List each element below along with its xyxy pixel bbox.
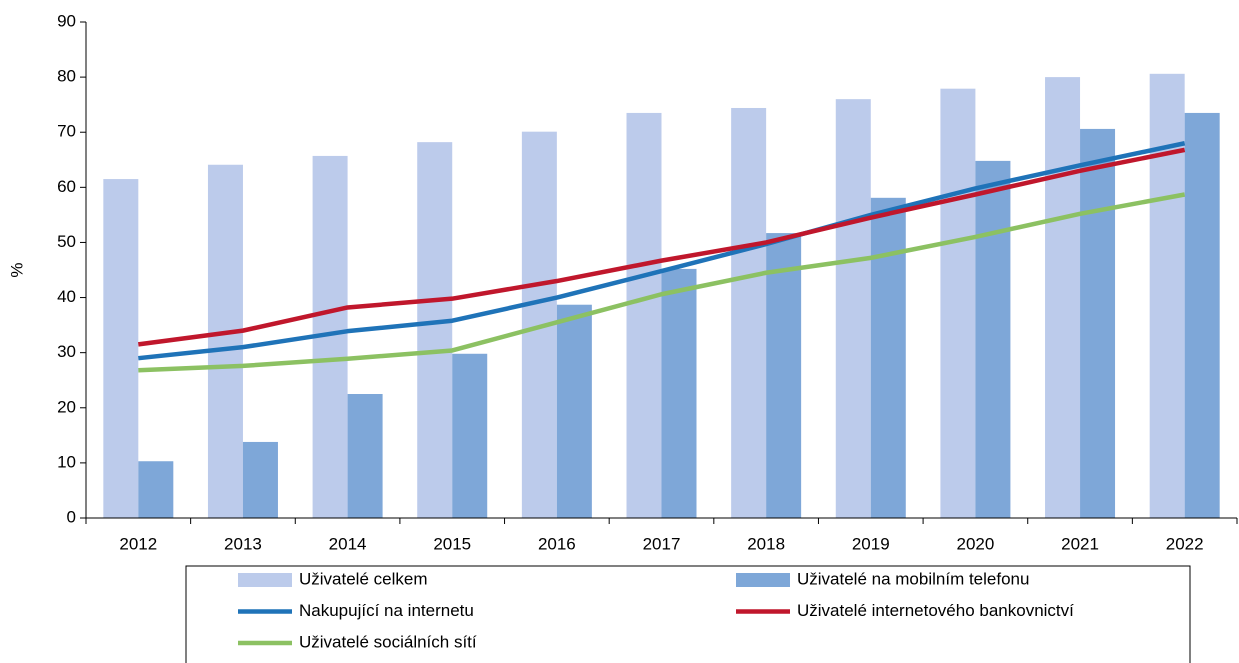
bar bbox=[556, 304, 592, 518]
bar bbox=[452, 353, 488, 518]
legend-box bbox=[185, 565, 1191, 663]
legend-label: Uživatelé sociálních sítí bbox=[299, 632, 477, 651]
x-tick-label: 2013 bbox=[224, 534, 262, 553]
bar bbox=[1184, 112, 1220, 518]
bar bbox=[975, 160, 1011, 518]
legend-swatch bbox=[736, 573, 790, 587]
bar bbox=[766, 233, 802, 518]
x-tick-label: 2019 bbox=[852, 534, 890, 553]
y-tick-label: 20 bbox=[57, 397, 76, 416]
x-tick-label: 2020 bbox=[956, 534, 994, 553]
legend-label: Uživatelé celkem bbox=[299, 569, 428, 588]
y-tick-label: 40 bbox=[57, 287, 76, 306]
y-tick-label: 50 bbox=[57, 232, 76, 251]
bar bbox=[870, 197, 906, 518]
bar bbox=[138, 461, 174, 518]
bar bbox=[417, 142, 453, 519]
line bbox=[138, 147, 1186, 347]
x-tick-label: 2021 bbox=[1061, 534, 1099, 553]
bar bbox=[103, 179, 139, 519]
y-tick-label: 10 bbox=[57, 452, 76, 471]
x-tick-label: 2022 bbox=[1166, 534, 1204, 553]
bar bbox=[242, 441, 278, 518]
x-tick-label: 2014 bbox=[329, 534, 367, 553]
bar bbox=[835, 99, 871, 519]
bar bbox=[661, 268, 697, 518]
legend-swatch bbox=[238, 573, 292, 587]
bar bbox=[940, 88, 976, 518]
x-tick-label: 2015 bbox=[433, 534, 471, 553]
x-tick-label: 2018 bbox=[747, 534, 785, 553]
y-tick-label: 30 bbox=[57, 342, 76, 361]
y-tick-label: 60 bbox=[57, 177, 76, 196]
bar bbox=[1080, 128, 1116, 518]
bar bbox=[1045, 77, 1081, 518]
bar bbox=[731, 107, 767, 519]
x-tick-label: 2016 bbox=[538, 534, 576, 553]
legend-label: Uživatelé internetového bankovnictví bbox=[797, 601, 1074, 620]
bar bbox=[626, 112, 662, 518]
bar bbox=[1149, 73, 1185, 518]
y-tick-label: 80 bbox=[57, 67, 76, 86]
y-tick-label: 0 bbox=[67, 507, 76, 526]
bar bbox=[207, 164, 243, 518]
line bbox=[138, 141, 1186, 361]
x-tick-label: 2012 bbox=[119, 534, 157, 553]
y-axis-label: % bbox=[7, 262, 26, 277]
line bbox=[138, 192, 1186, 373]
y-tick-label: 90 bbox=[57, 11, 76, 30]
x-tick-label: 2017 bbox=[643, 534, 681, 553]
legend-label: Nakupující na internetu bbox=[299, 601, 474, 620]
y-tick-label: 70 bbox=[57, 122, 76, 141]
bar bbox=[347, 394, 383, 518]
legend-label: Uživatelé na mobilním telefonu bbox=[797, 569, 1029, 588]
